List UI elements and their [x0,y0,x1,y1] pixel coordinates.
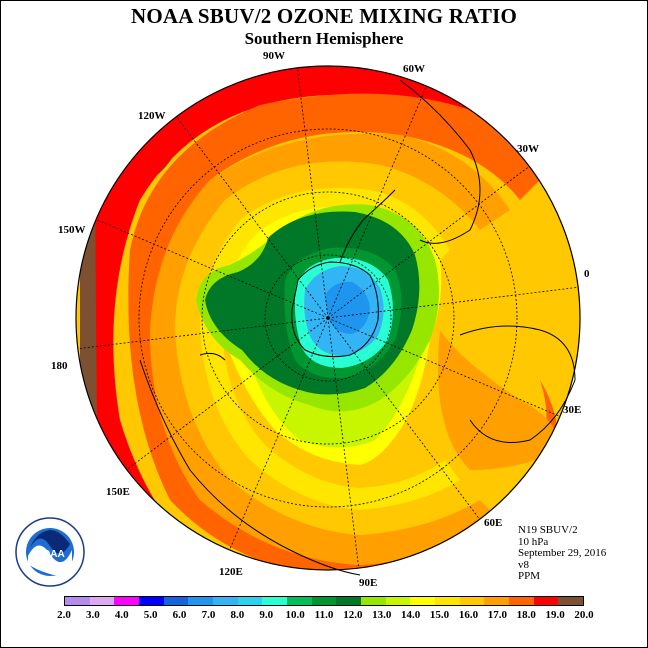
colorbar-tick-label: 2.0 [57,609,71,621]
colorbar-tick-label: 10.0 [285,609,305,621]
colorbar-tick-label: 4.0 [114,609,129,621]
longitude-label-120w: 120W [138,110,166,122]
colorbar-segment [459,597,485,605]
colorbar-segment [336,597,362,605]
longitude-label-0: 0 [584,268,590,280]
colorbar-segment [188,597,214,605]
longitude-label-150e: 150E [106,486,130,498]
longitude-label-180: 180 [51,360,68,372]
longitude-label-120e: 120E [219,566,243,578]
graticule [138,128,518,508]
instrument-text: N19 SBUV/2 [518,524,578,536]
ozone-field [76,66,580,570]
australia-coast [139,359,361,576]
colorbar-tick-label: 12.0 [343,609,363,621]
meridian-line [327,317,480,520]
south-america-coast [399,79,481,244]
colorbar-segment [385,597,411,605]
colorbar-segment [558,597,584,605]
colorbar-tick-label: 19.0 [545,609,565,621]
colorbar-segment [533,597,559,605]
version-text: v8 [518,558,529,571]
colorbar-segment [410,597,436,605]
colorbar-segment [65,597,90,605]
meridian-line [77,317,329,350]
colorbar-segment [262,597,288,605]
colorbar-tick-label: 7.0 [201,609,216,621]
colorbar-tick-label: 14.0 [401,609,421,621]
latitude-circle [201,191,455,445]
meridian-line [176,116,329,319]
latitude-circle [138,128,518,508]
longitude-label-60w: 60W [403,63,425,75]
meridian-line [327,85,427,319]
meridian-line [327,317,360,569]
map-boundary [75,65,581,571]
meridians [77,67,579,569]
meridian-line [327,286,579,319]
coastlines [139,79,576,576]
colorbar-tick-label: 18.0 [516,609,536,621]
new-zealand-coast [199,352,226,361]
colorbar-segment [89,597,115,605]
africa-coast [459,325,576,443]
longitude-label-90e: 90E [359,577,378,589]
meridian-line [126,317,329,470]
longitude-label-30w: 30W [517,143,539,155]
units-text: PPM [518,570,541,582]
meridian-line [327,166,530,319]
colorbar-tick-label: 9.0 [259,609,274,621]
contour-17-east [438,330,560,470]
longitude-label-30e: 30E [563,404,582,416]
colorbar-tick-label: 17.0 [487,609,507,621]
antarctica-coast [291,261,379,358]
info-block: N19 SBUV/2 10 hPa September 29, 2016 v8 … [518,524,607,583]
meridian-line [95,219,329,319]
colorbar-segment [435,597,460,605]
longitude-label-90w: 90W [263,50,285,62]
colorbar-tick-label: 13.0 [372,609,392,621]
map-subtitle: Southern Hemisphere [244,29,404,48]
meridian-line [229,317,329,551]
logo-wave [28,545,72,575]
colorbar-tick-label: 6.0 [172,609,187,621]
colorbar-tick-label: 8.0 [230,609,245,621]
colorbar-segment [213,597,238,605]
contour-16 [175,161,480,535]
colorbar-tick-label: 15.0 [429,609,450,621]
logo-top [30,530,70,554]
colorbar [64,596,584,606]
contour-15 [200,188,460,510]
colorbar-segment [237,597,263,605]
colorbar-segment [114,597,140,605]
colorbar-segment [139,597,164,605]
contour-17 [150,133,510,565]
longitude-label-60e: 60E [484,517,503,529]
colorbar-segment [287,597,312,605]
colorbar-segment [163,597,189,605]
antarctic-peninsula [339,189,396,263]
map-title: NOAA SBUV/2 OZONE MIXING RATIO [131,4,517,28]
colorbar-segment [509,597,534,605]
date-text: September 29, 2016 [518,547,607,559]
colorbar-tick-label: 20.0 [574,609,594,621]
colorbar-segment [311,597,337,605]
colorbar-segment [361,597,386,605]
level-text: 10 hPa [518,535,549,548]
meridian-line [327,317,561,417]
colorbar-tick-label: 11.0 [314,609,334,621]
meridian-line [296,67,329,319]
colorbar-tick-label: 5.0 [143,609,158,621]
latitude-circle [264,254,392,382]
contour-7 [325,281,370,334]
colorbar-segment [484,597,510,605]
colorbar-tick-label: 3.0 [86,609,100,621]
colorbar-tick-label: 16.0 [458,609,479,621]
logo-text: NOAA [35,549,64,560]
noaa-logo: NOAA [15,517,85,587]
longitude-label-150w: 150W [58,224,86,236]
